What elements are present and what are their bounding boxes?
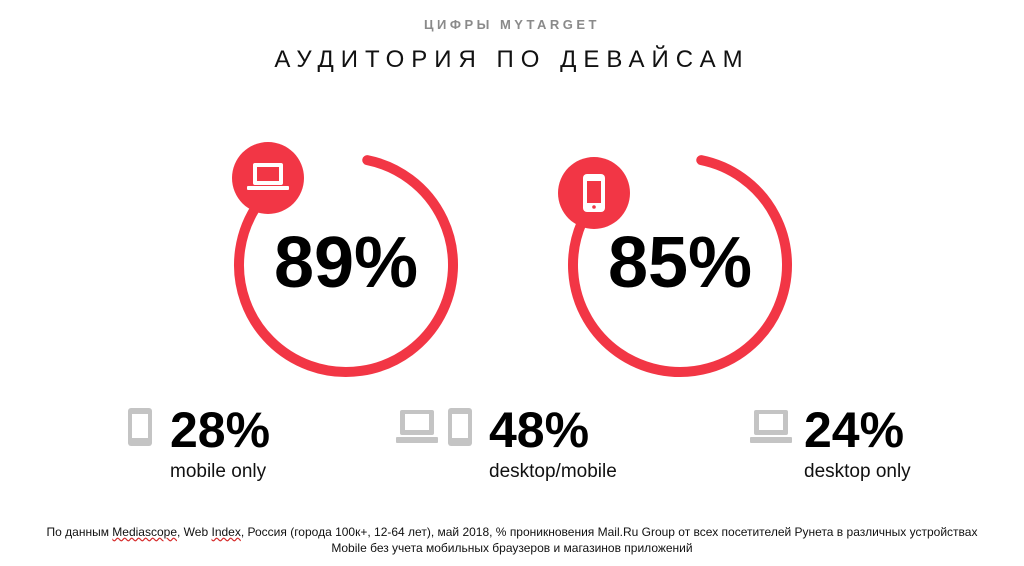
footnote-text: , Россия (города 100к+, 12-64 лет), май … [240,525,978,539]
mobile-phone-icon [448,408,472,446]
page-title: АУДИТОРИЯ ПО ДЕВАЙСАМ [274,46,750,73]
footnote-source: Mediascope [112,525,178,539]
section-kicker: ЦИФРЫ MYTARGET [424,17,600,32]
ring-value-desktop: 89% [274,223,418,303]
source-footnote: По данным Mediascope, Web Index, Россия … [0,524,1024,556]
laptop-icon [750,410,792,443]
stat-desktop-only-value: 24% [804,402,905,458]
footnote-line-2: Mobile без учета мобильных браузеров и м… [331,541,693,555]
laptop-icon [396,410,438,443]
footnote-text: По данным [46,525,113,539]
mobile-phone-icon [128,408,152,446]
footnote-text: , Web [177,525,212,539]
stat-desktop-only-label: desktop only [804,461,911,482]
footnote-source: Index [211,525,241,539]
laptop-icon [247,163,289,190]
ring-chart-mobile: 85% [558,155,792,377]
ring-value-mobile: 85% [608,223,752,303]
stat-desktop-mobile-label: desktop/mobile [489,461,617,482]
footnote-line-1: По данным Mediascope, Web Index, Россия … [0,524,1024,540]
stat-mobile-only-label: mobile only [170,461,267,482]
mobile-phone-icon [583,174,605,212]
ring-chart-desktop: 89% [232,142,458,377]
ring-arc-mobile [568,155,792,377]
ring-arc-desktop [234,155,458,377]
stat-mobile-only-value: 28% [170,402,271,458]
stat-desktop-mobile-value: 48% [489,402,590,458]
